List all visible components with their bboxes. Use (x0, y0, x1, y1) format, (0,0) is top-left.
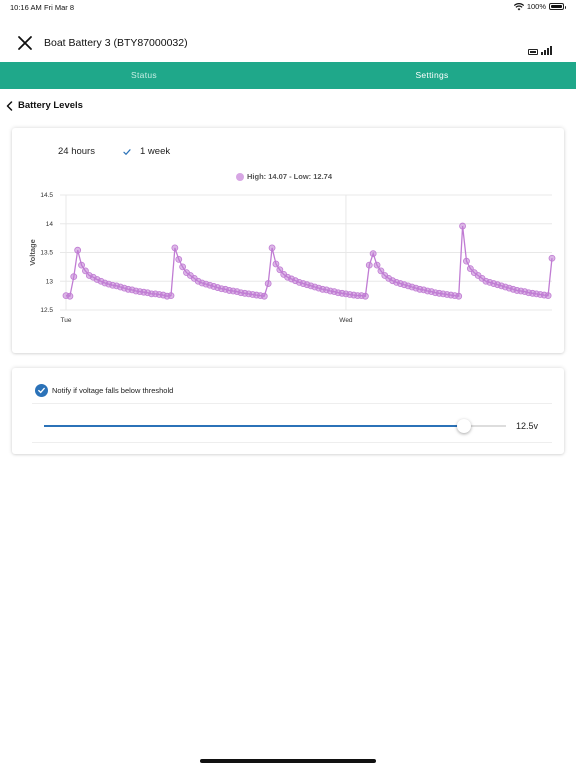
data-point (78, 261, 85, 269)
data-point (544, 292, 552, 300)
divider (32, 442, 552, 443)
slider-thumb[interactable] (457, 419, 472, 433)
wifi-icon (513, 2, 524, 10)
status-date: Fri Mar 8 (44, 3, 74, 12)
data-point (361, 292, 369, 300)
legend-swatch (236, 172, 244, 181)
voltage-chart: 14.5 14 13.5 13 12.5 Tue Wed Voltage (28, 192, 556, 324)
page-title: Boat Battery 3 (BTY87000032) (44, 37, 188, 49)
device-status (528, 46, 552, 55)
back-button[interactable]: Battery Levels (6, 100, 83, 111)
chevron-left-icon (6, 100, 13, 111)
y-tick-label: 13 (46, 278, 54, 285)
notify-label: Notify if voltage falls below threshold (52, 386, 174, 395)
data-point (455, 292, 463, 300)
data-point (167, 292, 175, 300)
tab-settings[interactable]: Settings (415, 70, 449, 80)
back-label: Battery Levels (18, 100, 83, 111)
notify-checkbox[interactable] (35, 384, 48, 397)
data-point (369, 250, 377, 258)
slider-fill (44, 425, 465, 427)
chart-legend: High: 14.07 - Low: 12.74 (236, 172, 332, 181)
data-point (268, 244, 276, 252)
data-point (466, 265, 474, 273)
data-point (66, 292, 74, 300)
y-tick-label: 13.5 (40, 250, 53, 257)
data-point (373, 261, 381, 269)
notify-card: Notify if voltage falls below threshold … (12, 368, 564, 454)
home-indicator (200, 759, 376, 763)
signal-icon (541, 46, 552, 55)
data-point (272, 260, 280, 268)
x-tick-label: Wed (339, 317, 353, 324)
data-point (459, 222, 466, 230)
threshold-value: 12.5v (516, 421, 539, 431)
battery-percent: 100% (526, 2, 546, 11)
data-point (74, 246, 82, 254)
data-point (175, 255, 183, 263)
tab-bar: Status Settings (0, 62, 576, 89)
status-time: 10:16 AM (10, 3, 42, 12)
data-point (264, 280, 272, 287)
close-icon (18, 36, 32, 50)
tab-status[interactable]: Status (131, 70, 157, 80)
y-tick-label: 14 (46, 221, 54, 228)
x-tick-label: Tue (61, 317, 72, 324)
y-tick-label: 12.5 (40, 307, 53, 314)
check-icon (38, 387, 45, 394)
data-point (70, 273, 78, 281)
data-point (365, 261, 373, 269)
data-point (179, 263, 187, 271)
chart-card: 24 hours 1 week High: 14.07 - Low: 12.74… (12, 128, 564, 353)
data-point (377, 267, 385, 275)
y-axis-title: Voltage (28, 239, 37, 266)
threshold-slider[interactable] (44, 419, 506, 433)
header: Boat Battery 3 (BTY87000032) (0, 24, 576, 62)
range-1-week[interactable]: 1 week (140, 146, 171, 157)
status-bar: 10:16 AM Fri Mar 8 100% (0, 0, 576, 14)
check-icon (123, 149, 131, 156)
y-tick-label: 14.5 (40, 192, 53, 199)
divider (32, 403, 552, 404)
close-button[interactable] (17, 35, 33, 51)
data-point (260, 292, 268, 300)
device-battery-icon (528, 49, 538, 55)
data-point (548, 254, 556, 262)
data-point (276, 266, 284, 274)
status-right: 100% (513, 2, 566, 11)
data-point (171, 244, 179, 252)
legend-text: High: 14.07 - Low: 12.74 (247, 172, 333, 181)
data-point (463, 257, 470, 265)
battery-icon (549, 3, 566, 10)
range-24-hours[interactable]: 24 hours (58, 146, 95, 157)
data-point (82, 267, 89, 275)
